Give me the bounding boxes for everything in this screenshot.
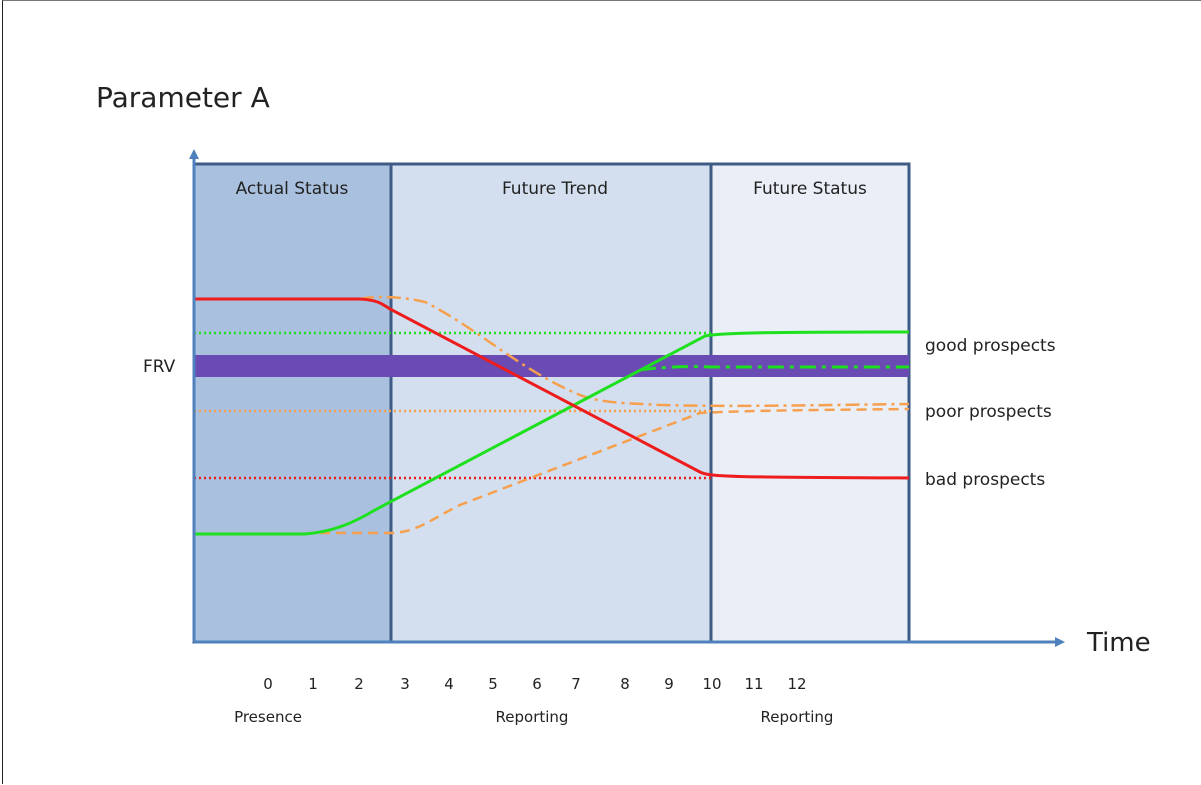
x-tick-label: 11 [744,675,763,693]
period-label-reporting-1: Reporting [496,708,569,726]
zone-actual-status [194,164,391,642]
zone-future-trend [391,164,711,642]
frv-band [194,355,909,377]
x-tick-label: 5 [488,675,498,693]
green-dashdot-curve [639,365,909,372]
green-solid-curve [194,330,910,536]
x-axis-label: Time [1086,628,1151,658]
zone-future-status [711,164,909,642]
x-tick-label: 2 [354,675,364,693]
x-tick-label: 8 [620,675,630,693]
x-tick-label: 3 [400,675,410,693]
diagram-title: Parameter A [96,81,270,114]
good-prospects-label: good prospects [925,336,1056,356]
x-tick-label: 6 [532,675,542,693]
orange-dashdot-curve [359,295,910,408]
x-tick-labels: 0 1 2 3 4 5 6 7 8 9 10 11 12 [263,675,806,693]
red-solid-curve [194,297,910,480]
x-tick-label: 9 [664,675,674,693]
bad-prospects-label: bad prospects [925,470,1045,490]
x-tick-label: 12 [787,675,806,693]
poor-prospects-label: poor prospects [925,402,1052,422]
x-tick-label: 0 [263,675,273,693]
x-tick-label: 7 [571,675,581,693]
zone-label-actual-status: Actual Status [236,179,349,199]
period-label-reporting-2: Reporting [761,708,834,726]
zone-label-future-trend: Future Trend [502,179,608,199]
x-tick-label: 10 [702,675,721,693]
x-tick-label: 4 [444,675,454,693]
orange-dashed-curve [320,407,910,535]
period-label-presence: Presence [234,708,302,726]
x-tick-label: 1 [308,675,318,693]
zone-label-future-status: Future Status [753,179,867,199]
frv-label: FRV [143,357,176,377]
